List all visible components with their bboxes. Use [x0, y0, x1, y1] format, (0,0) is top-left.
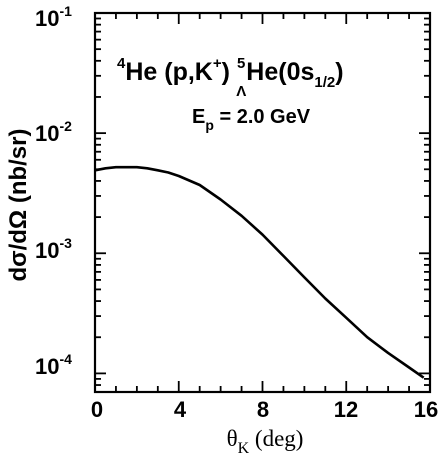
y-tick-label-3: 10-4 — [35, 351, 72, 379]
x-tick-label-2: 8 — [257, 397, 269, 422]
x-tick-label-1: 4 — [174, 397, 187, 422]
x-tick-label-0: 0 — [91, 397, 103, 422]
x-tick-label-4: 16 — [414, 397, 438, 422]
cross-section-curve — [94, 165, 425, 379]
y-tick-label-1: 10-2 — [35, 118, 72, 146]
plot-frame — [93, 11, 432, 394]
reaction-title: 4He (p,K+) 5 ΛHe(0s1/2) — [117, 55, 344, 100]
x-tick-label-3: 12 — [334, 397, 358, 422]
y-tick-label-0: 10-1 — [35, 3, 72, 31]
x-axis-label: θK (deg) — [227, 426, 304, 457]
y-axis-label: dσ/dΩ (nb/sr) — [5, 129, 32, 282]
beam-energy-label: Ep = 2.0 GeV — [192, 106, 311, 133]
y-tick-label-2: 10-3 — [35, 235, 72, 263]
